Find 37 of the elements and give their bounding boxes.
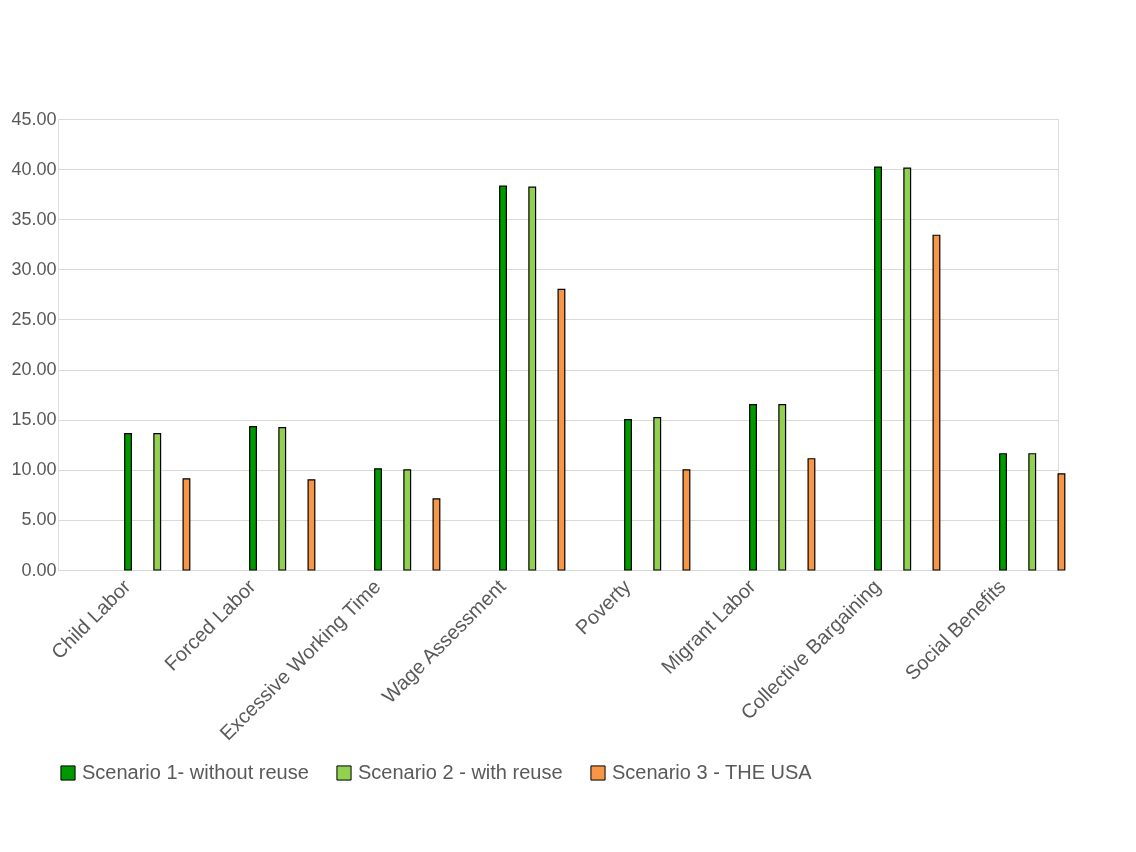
bar (499, 185, 507, 571)
bar (1057, 473, 1066, 571)
bar (653, 417, 662, 571)
bar (624, 419, 632, 571)
bar (432, 498, 441, 571)
bar (682, 469, 691, 571)
bar (153, 433, 162, 571)
y-tick-label: 20.00 (11, 359, 57, 380)
bar (778, 404, 787, 571)
bar (1028, 453, 1037, 571)
bar (807, 458, 816, 571)
bar (528, 186, 537, 571)
y-tick-label: 25.00 (11, 308, 57, 329)
legend-label: Scenario 1- without reuse (82, 761, 309, 783)
y-tick-label: 40.00 (11, 158, 57, 179)
bar (557, 288, 566, 571)
bar (249, 426, 257, 571)
bar (374, 468, 382, 571)
bar (307, 479, 316, 571)
bar (403, 469, 412, 571)
y-tick-label: 10.00 (11, 459, 57, 480)
bar (932, 234, 941, 571)
y-tick-label: 45.00 (11, 108, 57, 129)
bar (124, 433, 132, 571)
y-tick-label: 15.00 (11, 409, 57, 430)
y-tick-label: 0.00 (21, 559, 57, 580)
bar (278, 427, 287, 571)
bar (874, 166, 882, 571)
bar (903, 167, 912, 571)
legend-label: Scenario 2 - with reuse (358, 761, 563, 783)
bar (999, 453, 1007, 571)
bar (749, 404, 757, 571)
bar (182, 478, 191, 571)
y-tick-label: 35.00 (11, 208, 57, 229)
legend-label: Scenario 3 - THE USA (612, 761, 813, 783)
y-tick-label: 30.00 (11, 258, 57, 279)
y-tick-label: 5.00 (21, 509, 57, 530)
